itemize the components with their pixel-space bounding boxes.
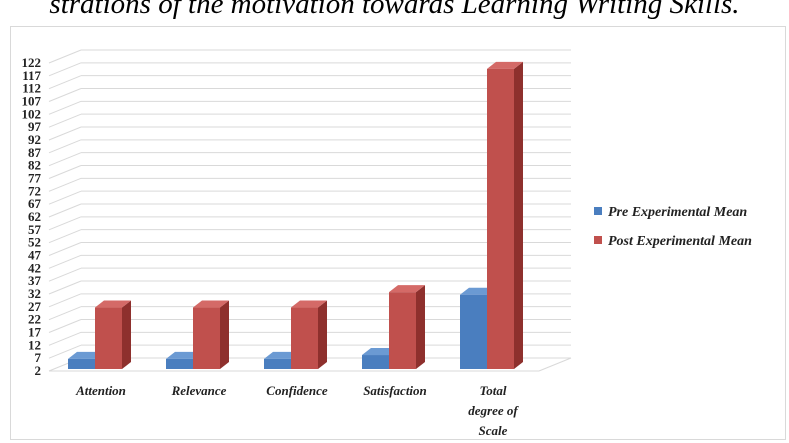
bar-front — [460, 294, 487, 369]
gridline-side — [48, 190, 82, 205]
bar-side — [220, 300, 229, 369]
y-tick-label: 32 — [28, 286, 41, 301]
bar-front — [487, 68, 514, 369]
y-tick-label: 67 — [28, 196, 42, 211]
y-tick-label: 47 — [28, 248, 42, 263]
legend-swatch — [594, 207, 602, 215]
y-tick-label: 2 — [35, 363, 42, 378]
bar-front — [264, 358, 291, 369]
legend-label: Pre Experimental Mean — [608, 205, 747, 220]
x-category-label: Confidence — [266, 383, 328, 398]
gridline-side — [48, 267, 82, 282]
gridline-side — [48, 165, 82, 179]
y-tick-label: 117 — [22, 68, 41, 83]
gridline-side — [48, 319, 82, 333]
bar — [389, 285, 425, 369]
y-tick-label: 72 — [28, 183, 41, 198]
legend-label: Post Experimental Mean — [608, 234, 752, 249]
bars — [68, 61, 523, 369]
gridline-side — [48, 100, 82, 115]
bar-top — [95, 300, 131, 308]
bar-top — [487, 61, 523, 69]
chart-frame: 2 7 12 17 22 27 32 37 42 47 52 57 62 67 72 77 82 87 92 97 10… — [10, 26, 786, 440]
y-tick-label: 82 — [28, 158, 41, 173]
y-tick-label: 122 — [22, 55, 42, 70]
bar — [291, 300, 327, 369]
x-category-label: Scale — [479, 423, 508, 438]
bar-top — [291, 300, 327, 308]
y-tick-label: 17 — [28, 325, 42, 340]
y-axis-ticks: 2712172227323742475257626772778287929710… — [22, 55, 42, 378]
legend-swatch — [594, 236, 602, 244]
gridline-side — [48, 49, 82, 64]
y-tick-label: 87 — [28, 145, 42, 160]
bar-front — [389, 292, 416, 369]
gridline-side — [48, 75, 82, 90]
x-category-label: Total — [480, 383, 507, 398]
y-tick-label: 62 — [28, 209, 41, 224]
y-tick-label: 97 — [28, 119, 42, 134]
x-axis-categories: Attention Relevance Confidence Satisfaction… — [75, 383, 519, 438]
bar-side — [318, 300, 327, 369]
gridline-side — [48, 113, 82, 128]
bar-front — [362, 355, 389, 369]
gridline-side — [48, 331, 82, 346]
gridline-side — [48, 139, 82, 154]
chart-title: strations of the motivation towards Lear… — [49, 0, 740, 20]
y-tick-label: 92 — [28, 132, 41, 147]
gridline-side — [48, 62, 82, 77]
gridline-side — [48, 306, 82, 321]
gridline-side — [48, 344, 82, 359]
gridline-side — [48, 254, 82, 269]
gridline-side — [48, 242, 82, 256]
gridline-side — [48, 293, 82, 308]
gridline-side — [48, 216, 82, 231]
y-tick-label: 77 — [28, 171, 42, 186]
y-tick-label: 27 — [28, 299, 42, 314]
x-category-label: Relevance — [171, 383, 227, 398]
gridline-side — [48, 280, 82, 295]
bar-front — [95, 307, 122, 369]
bar-chart: 2712172227323742475257626772778287929710… — [22, 49, 752, 438]
bar-front — [291, 307, 318, 369]
y-tick-label: 102 — [22, 106, 42, 121]
y-tick-label: 22 — [28, 312, 41, 327]
y-tick-label: 57 — [28, 222, 42, 237]
y-tick-label: 7 — [35, 350, 42, 365]
y-tick-label: 52 — [28, 235, 41, 250]
bar — [193, 300, 229, 369]
bar — [487, 61, 523, 369]
y-tick-label: 107 — [22, 94, 42, 109]
x-category-label: Attention — [75, 383, 126, 398]
bar — [95, 300, 131, 369]
bar-side — [122, 300, 131, 369]
bar-front — [68, 358, 95, 369]
bar-side — [416, 285, 425, 369]
bar-front — [166, 358, 193, 369]
y-tick-label: 112 — [22, 81, 41, 96]
x-category-label: Satisfaction — [363, 383, 427, 398]
bar-top — [389, 285, 425, 293]
gridline-side — [48, 152, 82, 167]
gridline-side — [48, 126, 82, 141]
y-tick-label: 42 — [28, 260, 41, 275]
gridline-side — [48, 203, 82, 218]
legend: Pre Experimental Mean Post Experimental M… — [594, 205, 752, 249]
bar-front — [193, 307, 220, 369]
y-tick-label: 37 — [28, 273, 42, 288]
bar-top — [193, 300, 229, 308]
x-category-label: degree of — [468, 403, 519, 418]
gridline-side — [48, 229, 82, 244]
y-tick-label: 12 — [28, 337, 41, 352]
floor-right-edge — [538, 357, 572, 372]
gridline-side — [48, 88, 82, 102]
gridline-side — [48, 177, 82, 192]
bar-side — [514, 61, 523, 369]
